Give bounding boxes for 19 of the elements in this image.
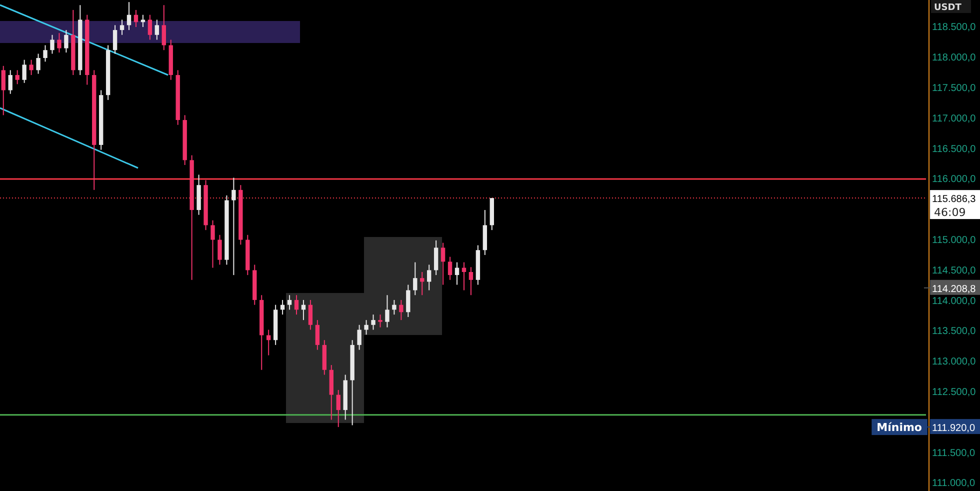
- y-tick-label: 116.000,0: [932, 174, 976, 186]
- y-tick-label: 117.500,0: [932, 82, 976, 94]
- y-tick-label: 116.500,0: [932, 144, 976, 155]
- y-tick-label: 113.000,0: [932, 356, 976, 368]
- y-tick-label: 114.500,0: [932, 265, 976, 276]
- y-tick-label: 112.500,0: [932, 386, 976, 398]
- y-tick-label: 118.000,0: [932, 52, 976, 64]
- ref-line-label: 111.920,0: [932, 423, 976, 434]
- y-tick-label: 111.000,0: [932, 478, 976, 490]
- y-axis-title: USDT: [934, 3, 962, 13]
- y-tick-label: 117.000,0: [932, 113, 976, 124]
- annotation: Mínimo: [876, 421, 922, 434]
- y-tick-label: 115.000,0: [932, 234, 976, 246]
- y-tick-label: 111.500,0: [932, 448, 976, 459]
- y-tick-label: 113.500,0: [932, 326, 976, 338]
- ref-line-label: 115.686,3: [932, 194, 976, 206]
- y-tick-label: 114.000,0: [932, 296, 976, 307]
- y-tick-label: 118.500,0: [932, 22, 976, 34]
- text: 46:09: [934, 206, 966, 220]
